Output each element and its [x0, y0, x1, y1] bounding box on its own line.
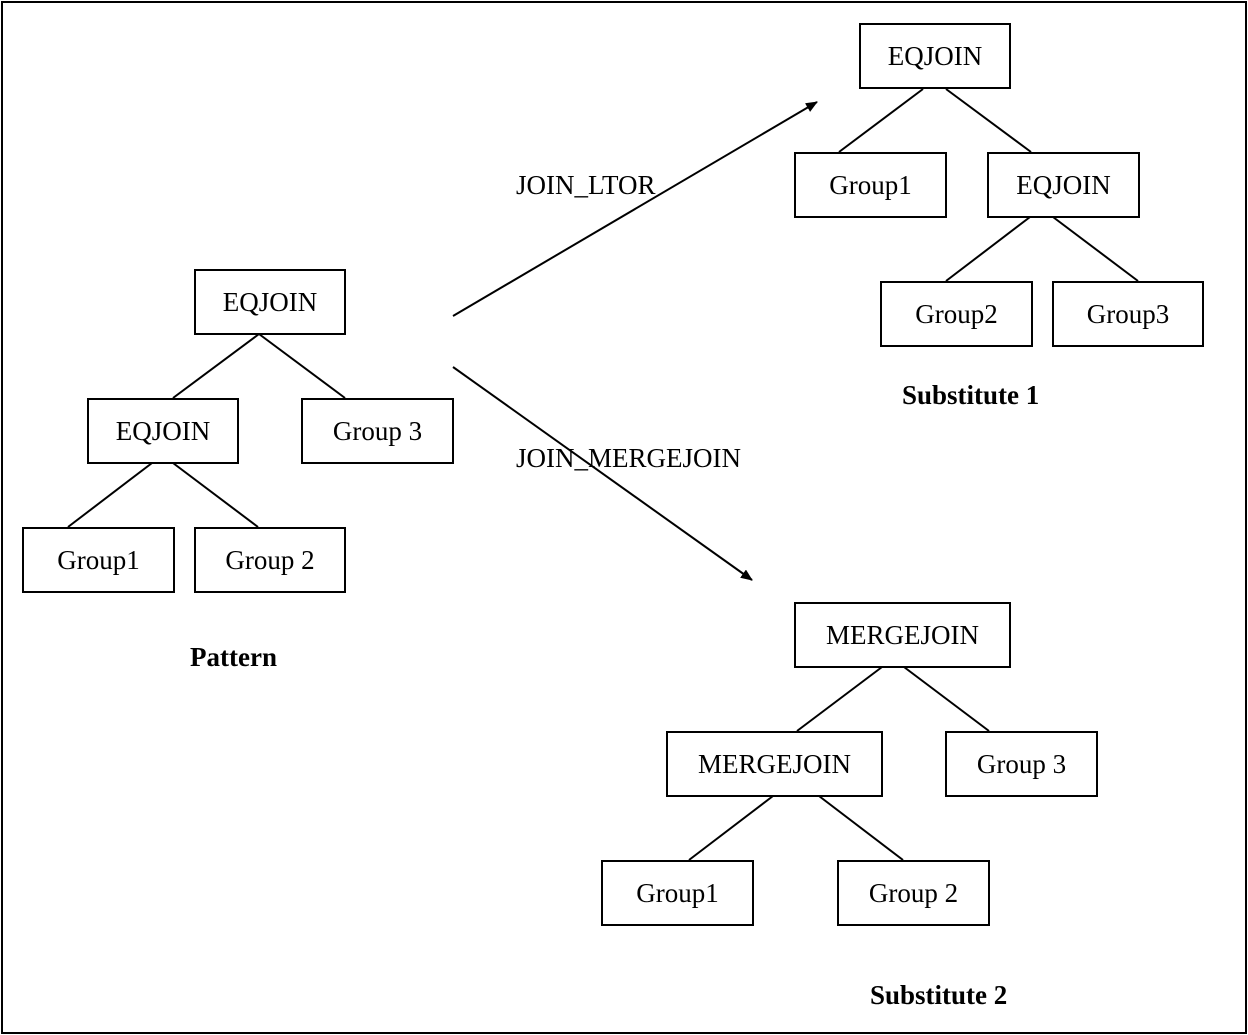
- rule-label-join-ltor: JOIN_LTOR: [516, 170, 656, 200]
- sub1-edge-join-leafright: [1052, 216, 1139, 282]
- sub1-edge-root-left: [838, 88, 924, 153]
- sub1-edge-join-leafleft: [945, 216, 1031, 282]
- sub2-group2-node: Group 2: [837, 860, 990, 926]
- sub2-group3-node: Group 3: [945, 731, 1098, 797]
- sub1-group2-node: Group2: [880, 281, 1033, 347]
- sub1-edge-root-right: [945, 88, 1032, 153]
- sub1-join-node: EQJOIN: [987, 152, 1140, 218]
- sub2-edge-root-right: [903, 666, 990, 732]
- pattern-edge-join-leafleft: [67, 462, 153, 528]
- pattern-root-node: EQJOIN: [194, 269, 346, 335]
- pattern-caption: Pattern: [190, 642, 277, 672]
- sub2-caption: Substitute 2: [870, 980, 1008, 1010]
- pattern-left-join-node: EQJOIN: [87, 398, 239, 464]
- pattern-group3-node: Group 3: [301, 398, 454, 464]
- pattern-group1-node: Group1: [22, 527, 175, 593]
- arrow-join-mergejoin: [452, 366, 753, 581]
- rule-label-join-mergejoin: JOIN_MERGEJOIN: [516, 443, 741, 473]
- sub2-edge-join-leafright: [818, 795, 904, 861]
- pattern-edge-root-left: [172, 333, 260, 399]
- sub1-root-node: EQJOIN: [859, 23, 1011, 89]
- pattern-edge-root-right: [258, 333, 346, 399]
- pattern-edge-join-leafright: [172, 462, 259, 528]
- sub2-root-node: MERGEJOIN: [794, 602, 1011, 668]
- sub2-edge-join-leafleft: [688, 795, 774, 861]
- sub1-caption: Substitute 1: [902, 380, 1040, 410]
- sub2-left-join-node: MERGEJOIN: [666, 731, 883, 797]
- sub2-group1-node: Group1: [601, 860, 754, 926]
- arrow-join-ltor: [452, 101, 818, 317]
- sub2-edge-root-left: [796, 666, 883, 732]
- sub1-group3-node: Group3: [1052, 281, 1204, 347]
- sub1-group1-node: Group1: [794, 152, 947, 218]
- pattern-group2-node: Group 2: [194, 527, 346, 593]
